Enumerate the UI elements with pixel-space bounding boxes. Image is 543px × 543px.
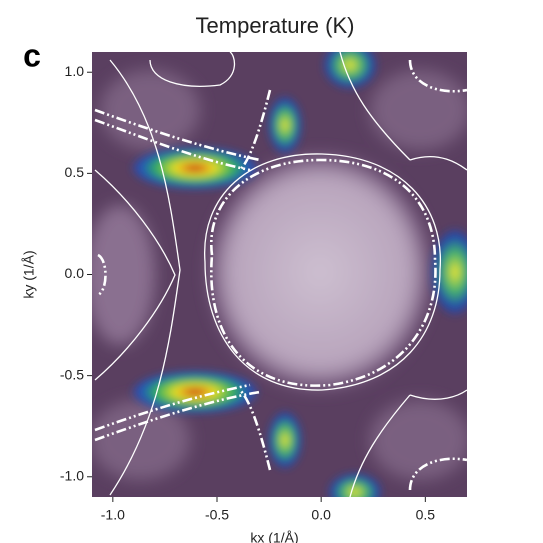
x-axis-label: kx (1/Å): [250, 530, 298, 543]
y-tick-label: 0.5: [65, 164, 85, 180]
x-tick-label: 0.0: [311, 507, 331, 523]
x-tick-label: 0.5: [416, 507, 436, 523]
y-tick-label: -1.0: [60, 467, 84, 483]
panel-label: c: [23, 37, 41, 73]
x-tick-label: -1.0: [101, 507, 125, 523]
y-tick-label: 1.0: [65, 63, 85, 79]
y-tick-label: 0.0: [65, 265, 85, 281]
y-tick-label: -0.5: [60, 366, 84, 382]
y-axis-label: ky (1/Å): [21, 250, 37, 298]
x-tick-label: -0.5: [205, 507, 229, 523]
heatmap: [92, 52, 467, 497]
chart-title: Temperature (K): [196, 13, 355, 38]
